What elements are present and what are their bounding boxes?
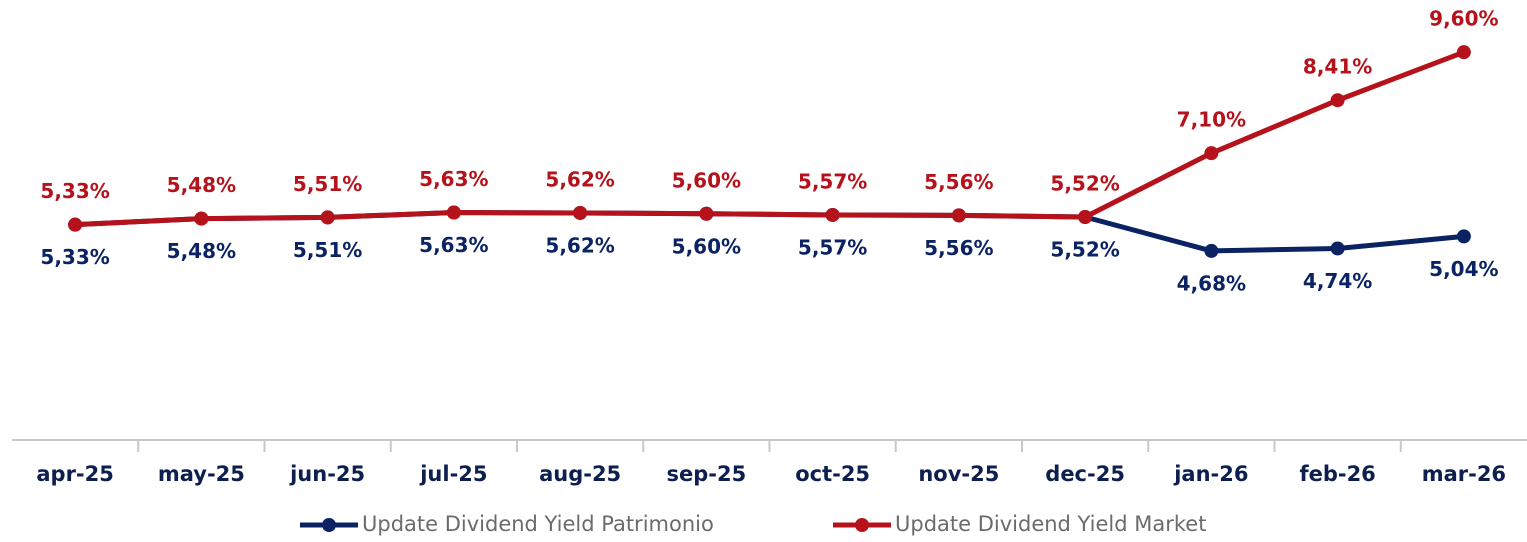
x-tick-label: apr-25: [36, 462, 114, 486]
data-label: 5,51%: [293, 172, 362, 196]
data-label: 4,74%: [1303, 269, 1372, 293]
legend-label: Update Dividend Yield Market: [895, 512, 1206, 536]
data-label: 5,33%: [40, 179, 109, 203]
data-label: 5,62%: [545, 233, 614, 257]
data-label: 5,04%: [1429, 257, 1498, 281]
legend-label: Update Dividend Yield Patrimonio: [362, 512, 714, 536]
data-label: 5,57%: [798, 169, 867, 193]
data-label: 4,68%: [1177, 271, 1246, 295]
x-tick-label: jul-25: [419, 462, 487, 486]
data-point: [194, 211, 209, 226]
data-label: 9,60%: [1429, 7, 1498, 31]
legend-marker: [855, 518, 869, 532]
data-label: 5,51%: [293, 238, 362, 262]
x-tick-label: jun-25: [289, 462, 365, 486]
data-label: 5,57%: [798, 235, 867, 259]
data-label: 7,10%: [1177, 108, 1246, 132]
data-point: [1330, 93, 1345, 108]
data-point: [1330, 241, 1345, 256]
data-point: [699, 206, 714, 221]
data-label: 5,33%: [40, 245, 109, 269]
data-point: [1456, 45, 1471, 60]
data-point: [446, 205, 461, 220]
x-tick-label: jan-26: [1173, 462, 1248, 486]
data-label: 5,48%: [167, 173, 236, 197]
data-label: 5,48%: [167, 239, 236, 263]
x-tick-label: nov-25: [918, 462, 999, 486]
data-point: [320, 210, 335, 225]
data-point: [68, 217, 83, 232]
data-label: 5,63%: [419, 167, 488, 191]
x-tick-label: aug-25: [539, 462, 621, 486]
data-label: 5,52%: [1050, 171, 1119, 195]
data-label: 5,56%: [924, 236, 993, 260]
x-tick-label: mar-26: [1422, 462, 1506, 486]
data-label: 5,62%: [545, 167, 614, 191]
series-line: [75, 49, 1465, 228]
data-point: [951, 208, 966, 223]
data-label: 5,52%: [1050, 237, 1119, 261]
data-point: [825, 207, 840, 222]
x-tick-label: feb-26: [1299, 462, 1375, 486]
data-point: [1204, 146, 1219, 161]
x-tick-label: oct-25: [795, 462, 870, 486]
data-point: [1204, 243, 1219, 258]
data-label: 5,63%: [419, 233, 488, 257]
data-label: 8,41%: [1303, 55, 1372, 79]
data-label: 5,56%: [924, 170, 993, 194]
data-point: [1078, 209, 1093, 224]
data-label: 5,60%: [672, 168, 741, 192]
data-point: [573, 205, 588, 220]
x-tick-label: may-25: [158, 462, 245, 486]
x-tick-label: dec-25: [1045, 462, 1125, 486]
legend-marker: [322, 518, 336, 532]
x-tick-label: sep-25: [667, 462, 747, 486]
data-point: [1456, 229, 1471, 244]
data-label: 5,60%: [672, 234, 741, 258]
